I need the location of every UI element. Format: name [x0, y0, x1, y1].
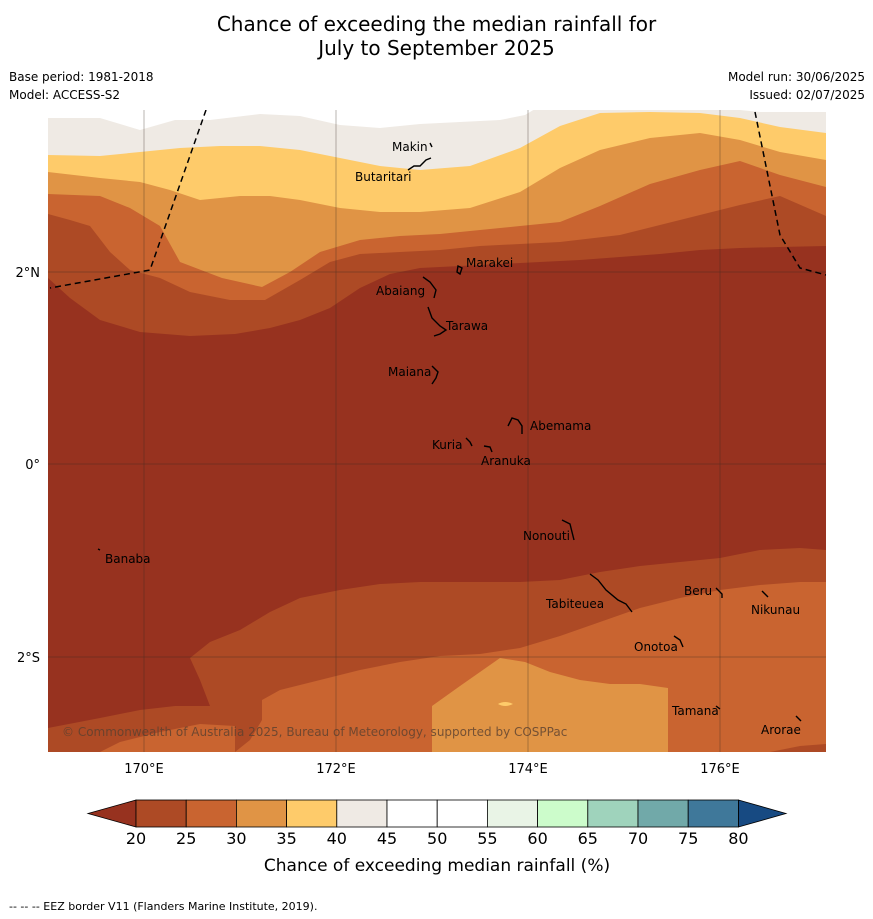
- rainfall-map: Makin Butaritari Marakei Abaiang Tarawa Maian…: [48, 110, 826, 752]
- island-banaba: [97, 548, 101, 551]
- place-label-marakei: Marakei: [466, 256, 513, 270]
- colorbar-tick-label: 75: [678, 829, 698, 848]
- island-aranuka: [483, 445, 493, 453]
- island-beru: [715, 587, 723, 598]
- colorbar-tick-label: 55: [477, 829, 497, 848]
- island-abemama: [507, 417, 523, 434]
- place-label-kuria: Kuria: [432, 438, 463, 452]
- colorbar-tick-label: 50: [427, 829, 447, 848]
- copyright-text: © Commonwealth of Australia 2025, Bureau…: [62, 725, 567, 739]
- meta-left: Base period: 1981-2018 Model: ACCESS-S2: [9, 68, 154, 104]
- colorbar-segment: [687, 799, 739, 828]
- island-tarawa: [427, 306, 448, 337]
- island-makin: [429, 142, 433, 148]
- band-35-40-south: [498, 702, 513, 706]
- model-run: Model run: 30/06/2025: [727, 70, 865, 84]
- colorbar-tick-label: 20: [126, 829, 146, 848]
- islands: [97, 142, 802, 722]
- colorbar-tick-label: 80: [728, 829, 748, 848]
- model-name: Model: ACCESS-S2: [9, 88, 121, 102]
- base-period: Base period: 1981-2018: [9, 70, 154, 84]
- colorbar-segment: [436, 799, 488, 828]
- issued-date: Issued: 02/07/2025: [749, 88, 865, 102]
- place-label-maiana: Maiana: [388, 365, 431, 379]
- place-label-abemama: Abemama: [530, 419, 591, 433]
- lon-tick-label: 176°E: [700, 762, 740, 777]
- lon-tick-label: 172°E: [316, 762, 356, 777]
- island-tabiteuea: [589, 573, 633, 613]
- title-line-1: Chance of exceeding the median rainfall …: [216, 12, 657, 36]
- place-label-arorae: Arorae: [761, 723, 801, 737]
- place-label-nikunau: Nikunau: [751, 603, 800, 617]
- title-line-2: July to September 2025: [318, 36, 555, 60]
- lon-tick-label: 170°E: [124, 762, 164, 777]
- island-abaiang: [422, 276, 437, 299]
- place-label-banaba: Banaba: [105, 552, 151, 566]
- colorbar-segment: [336, 799, 388, 828]
- island-kuria: [465, 437, 473, 447]
- colorbar-tick-label: 70: [628, 829, 648, 848]
- place-label-aranuka: Aranuka: [481, 454, 531, 468]
- place-label-beru: Beru: [684, 584, 712, 598]
- island-marakei: [456, 264, 463, 276]
- colorbar-segment: [637, 799, 689, 828]
- colorbar-tick-label: 40: [327, 829, 347, 848]
- island-nonouti: [561, 519, 575, 541]
- island-tamana: [715, 705, 721, 710]
- colorbar-segment: [235, 799, 287, 828]
- colorbar-tick-label: 30: [226, 829, 246, 848]
- colorbar-under-arrow: [86, 799, 137, 828]
- band-30-35-south: [432, 658, 668, 752]
- colorbar-tick-label: 45: [377, 829, 397, 848]
- island-maiana: [431, 365, 439, 385]
- colorbar-segment: [386, 799, 438, 828]
- band-20-25-south-edge: [770, 744, 826, 752]
- eez-border: [49, 110, 826, 289]
- colorbar-tick-label: 60: [527, 829, 547, 848]
- lon-tick-label: 174°E: [508, 762, 548, 777]
- island-nikunau: [761, 590, 769, 598]
- place-label-onotoa: Onotoa: [634, 640, 678, 654]
- colorbar-tick-label: 65: [578, 829, 598, 848]
- place-label-tabiteuea: Tabiteuea: [545, 597, 604, 611]
- lat-tick-label: 2°S: [17, 651, 40, 666]
- colorbar-segment: [486, 799, 538, 828]
- axis-labels: 170°E 172°E 174°E 176°E 2°N 0° 2°S: [16, 266, 740, 777]
- island-butaritari: [407, 157, 432, 171]
- colorbar-tick-label: 25: [176, 829, 196, 848]
- place-label-tarawa: Tarawa: [445, 319, 488, 333]
- colorbar-label: Chance of exceeding median rainfall (%): [264, 856, 610, 876]
- colorbar-segment: [537, 799, 589, 828]
- island-arorae: [795, 715, 802, 722]
- colorbar: 20 25 30 35 40 45 50 55 60 65 70 75 80: [86, 799, 788, 848]
- graticule: [48, 110, 826, 752]
- map-title: Chance of exceeding the median rainfall …: [0, 12, 873, 60]
- place-label-nonouti: Nonouti: [523, 529, 570, 543]
- place-label-abaiang: Abaiang: [376, 284, 425, 298]
- footer-note: -- -- -- EEZ border V11 (Flanders Marine…: [9, 900, 318, 913]
- colorbar-segment: [185, 799, 237, 828]
- meta-right: Model run: 30/06/2025 Issued: 02/07/2025: [728, 68, 865, 104]
- island-onotoa: [673, 635, 684, 648]
- place-label-tamana: Tamana: [671, 704, 719, 718]
- band-25-30-south-edge: [100, 714, 826, 752]
- place-label-makin: Makin: [392, 140, 428, 154]
- colorbar-segment: [135, 799, 187, 828]
- lat-tick-label: 0°: [25, 458, 40, 473]
- colorbar-over-arrow: [738, 799, 788, 828]
- colorbar-segment: [587, 799, 639, 828]
- place-label-butaritari: Butaritari: [355, 170, 412, 184]
- lat-tick-label: 2°N: [16, 266, 41, 281]
- colorbar-tick-label: 35: [276, 829, 296, 848]
- place-labels: Makin Butaritari Marakei Abaiang Tarawa Maian…: [105, 140, 801, 737]
- colorbar-segment: [286, 799, 338, 828]
